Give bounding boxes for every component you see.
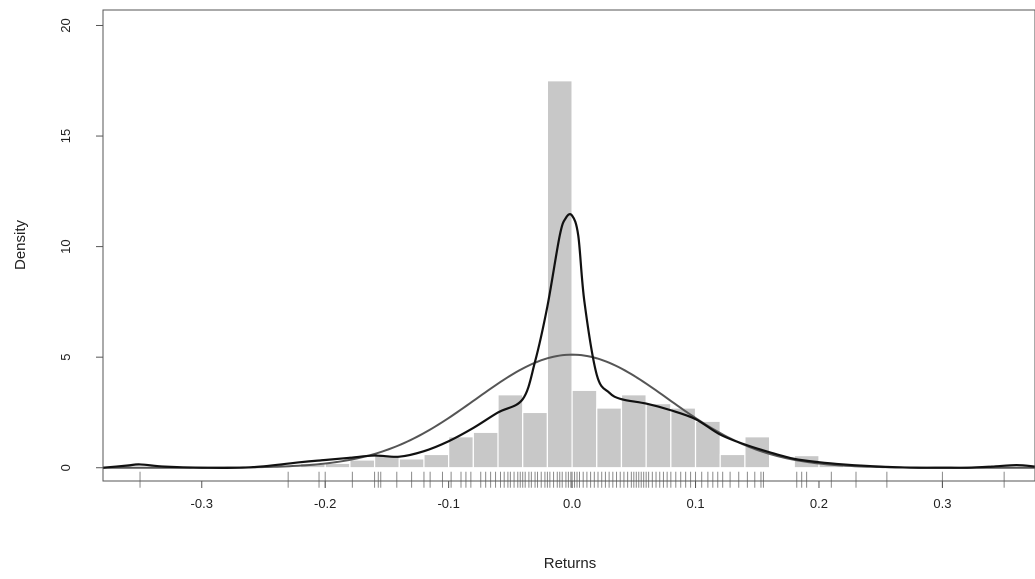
histogram-bar (571, 389, 598, 469)
x-tick-label: -0.1 (437, 496, 459, 511)
kernel-density-curve (102, 213, 1035, 469)
histogram-bar (546, 80, 573, 469)
histogram-bar (694, 420, 721, 469)
histogram-bar (349, 459, 376, 469)
histogram-bar (620, 394, 647, 469)
histogram-bars (299, 80, 845, 469)
histogram-bar (719, 453, 746, 469)
x-tick-label: -0.3 (191, 496, 213, 511)
histogram-bar (497, 394, 524, 469)
y-tick-label: 0 (58, 464, 73, 471)
x-tick-label: 0.1 (686, 496, 704, 511)
y-axis-title: Density (12, 219, 29, 270)
y-tick-label: 20 (58, 18, 73, 32)
histogram-bar (596, 407, 623, 469)
histogram-bar (448, 436, 474, 469)
x-tick-label: 0.3 (933, 496, 951, 511)
rug-plot (139, 471, 1005, 488)
y-tick-label: 15 (58, 129, 73, 143)
histogram-bar (423, 453, 450, 469)
histogram-bar (398, 458, 425, 469)
x-tick-label: 0.0 (563, 496, 581, 511)
histogram-bar (645, 403, 672, 469)
x-axis: -0.3 -0.2 -0.1 0.0 0.1 0.2 0.3 (191, 481, 951, 511)
x-tick-label: -0.2 (314, 496, 336, 511)
plot-frame (102, 9, 1035, 482)
x-tick-label: 0.2 (810, 496, 828, 511)
y-tick-label: 10 (58, 239, 73, 253)
histogram-bar (522, 411, 548, 469)
histogram-bar (472, 431, 499, 469)
x-axis-title: Returns (544, 555, 597, 572)
y-tick-label: 5 (58, 354, 73, 361)
y-axis: 0 5 10 15 20 (58, 18, 103, 471)
